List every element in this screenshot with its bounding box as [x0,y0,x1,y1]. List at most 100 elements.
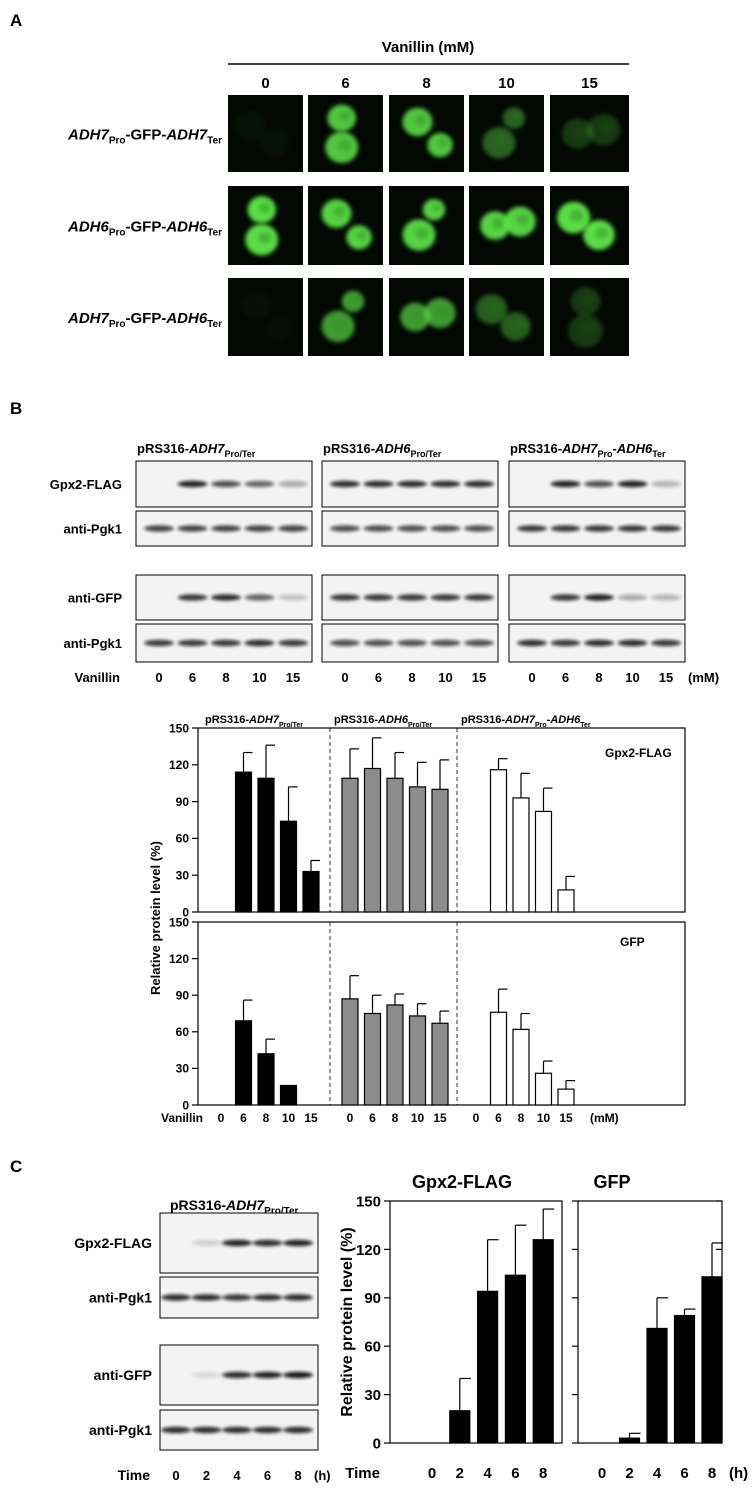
x-unit-label: (mM) [590,1111,619,1125]
lane-label: 15 [472,670,486,685]
bar [557,889,575,913]
lane-label: 0 [341,670,348,685]
band [191,1294,222,1301]
band [363,594,394,601]
band [252,1426,283,1434]
band [211,594,241,601]
y-tick-label: 150 [169,721,189,735]
band [211,639,241,647]
band [283,1239,313,1247]
bar [618,1437,641,1444]
row-label-part: Pro [109,319,126,330]
lane-axis-label: Time [118,1467,151,1483]
vacuole [415,227,429,239]
row-label: ADH6Pro-GFP-ADH6Ter [67,219,222,239]
vacuole [516,214,530,226]
construct-title-part: Ter [652,449,666,459]
lane-label: 6 [375,670,382,685]
unit-label: (mM) [688,670,719,685]
column-header: Vanillin (mM) [382,39,475,56]
row-label: ADH7Pro-GFP-ADH6Ter [67,310,222,330]
vacuole [492,218,505,229]
band [222,1294,252,1301]
vacuole [595,227,609,239]
group-label-part: Pro/Ter [279,722,303,729]
x-axis-label: Time [345,1465,380,1482]
band [430,480,461,488]
x-tick-label: 10 [282,1111,296,1125]
panel-label: B [10,399,22,418]
row-label: ADH7Pro-GFP-ADH7Ter [67,127,222,147]
unit-label: (h) [314,1468,331,1483]
y-tick-label: 60 [364,1339,381,1356]
row-label-part: ADH7 [67,127,109,144]
band [617,480,648,488]
row-label: Gpx2-FLAG [74,1235,152,1251]
construct-title-part: ADH7 [561,441,598,456]
band [211,525,241,532]
lane-label: 6 [264,1468,271,1483]
vacuole [412,309,425,321]
bar [646,1327,668,1444]
x-tick-label: 4 [483,1465,492,1482]
construct-title-part: ADH6 [616,441,653,456]
x-tick-label: 0 [428,1465,436,1482]
vacuole [272,135,284,146]
construct-title-part: Pro/Ter [264,1206,298,1217]
band [278,639,308,647]
row-label-part: -GFP- [126,219,167,236]
y-tick-label: 120 [356,1242,381,1259]
band [283,1294,313,1301]
row-label-part: Pro [109,136,126,147]
band [464,639,494,647]
band [252,1239,283,1247]
row-label-part: ADH6 [67,219,109,236]
lane-label: 0 [528,670,535,685]
group-label-part: pRS316- [461,714,505,726]
y-tick-label: 90 [176,795,190,809]
concentration-label: 10 [498,75,515,92]
vacuole [414,114,427,126]
band [244,480,275,488]
band [430,594,461,601]
x-tick-label: 8 [263,1111,270,1125]
bar [431,1022,449,1106]
y-axis-label: Relative protein level (%) [339,1227,356,1416]
band [330,594,360,601]
bar [302,870,320,913]
x-tick-label: 0 [218,1111,225,1125]
lane-label: 10 [625,670,639,685]
vacuole [333,206,346,217]
chart-title: GFP [593,1172,630,1192]
construct-title-part: pRS316- [323,441,375,456]
micrograph [308,186,383,265]
group-label-part: ADH7 [504,714,536,726]
band [464,594,494,601]
group-label-part: ADH6 [549,714,581,726]
construct-title-part: ADH7 [225,1197,265,1213]
x-axis-label: Vanillin [161,1111,203,1125]
band [191,1371,222,1379]
x-tick-label: 10 [537,1111,551,1125]
construct-title-part: ADH7 [188,441,225,456]
band [464,525,494,532]
construct-title: pRS316-ADH7Pro/Ter [170,1197,299,1217]
group-label-part: pRS316- [334,714,378,726]
vacuole [600,121,614,134]
construct-title-part: Pro/Ter [224,449,255,459]
vacuole [436,305,450,317]
y-tick-label: 0 [182,905,189,919]
x-tick-label: 15 [304,1111,318,1125]
panel-label: A [10,11,22,30]
cell [259,128,290,157]
row-label-part: ADH6 [165,310,207,327]
band [177,594,208,601]
y-tick-label: 0 [182,1098,189,1112]
bar [234,1020,253,1106]
lane-label: 6 [562,670,569,685]
band [177,480,208,488]
micrograph [228,278,303,356]
vacuole [351,295,361,304]
concentration-label: 15 [581,75,598,92]
row-label: anti-GFP [94,1367,152,1383]
